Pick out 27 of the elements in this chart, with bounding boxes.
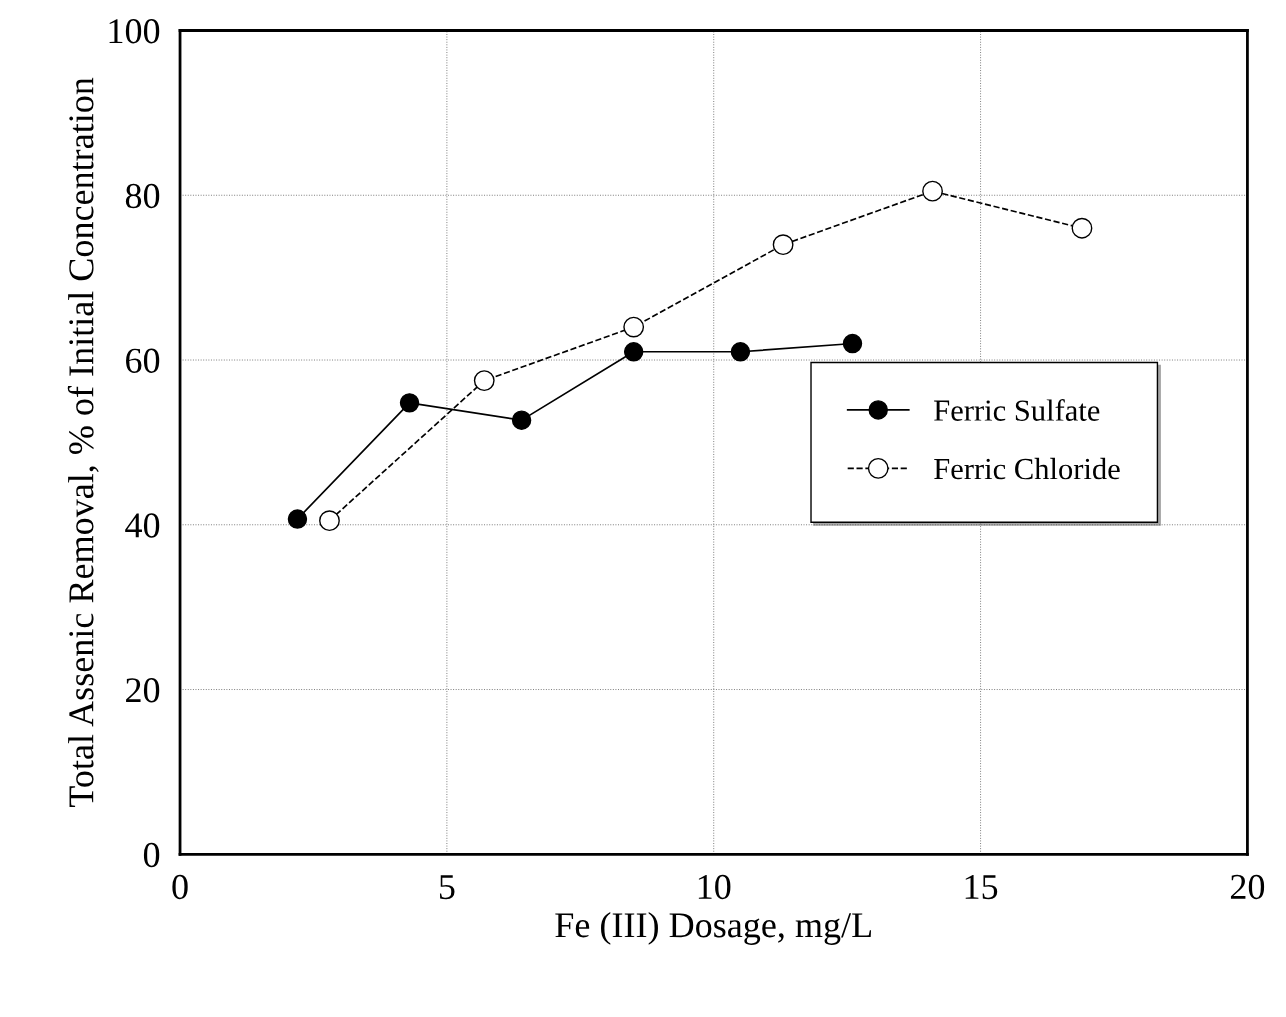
x-tick-label: 5 bbox=[439, 875, 455, 900]
point bbox=[399, 393, 420, 413]
point bbox=[511, 410, 532, 430]
point bbox=[730, 342, 751, 362]
point bbox=[1071, 217, 1093, 239]
x-tick-label: 10 bbox=[698, 874, 731, 900]
point bbox=[623, 342, 644, 362]
x-tick-label: 0 bbox=[172, 874, 188, 900]
y-tick-label: 100 bbox=[109, 19, 160, 44]
y-tick-label: 0 bbox=[143, 842, 160, 868]
y-tick-label: 80 bbox=[125, 183, 160, 209]
x-tick-label: 20 bbox=[1230, 874, 1265, 900]
point bbox=[623, 316, 645, 338]
y-tick-label: 40 bbox=[125, 513, 160, 538]
point bbox=[319, 510, 340, 532]
x-tick-label: 15 bbox=[965, 874, 998, 900]
x-axis-title: Fe (III) Dosage, mg/L bbox=[555, 912, 871, 945]
legend-label: Ferric Sulfate bbox=[934, 399, 1100, 421]
point bbox=[922, 180, 943, 202]
y-tick-label: 20 bbox=[126, 678, 160, 703]
point bbox=[772, 234, 794, 256]
legend-label: Ferric Chloride bbox=[934, 457, 1120, 480]
y-tick-label: 60 bbox=[126, 348, 160, 373]
point bbox=[287, 509, 308, 529]
point bbox=[473, 370, 495, 392]
point bbox=[842, 333, 863, 354]
y-axis-title: Total Assenic Removal, % of Initial Concentration bbox=[67, 77, 99, 808]
